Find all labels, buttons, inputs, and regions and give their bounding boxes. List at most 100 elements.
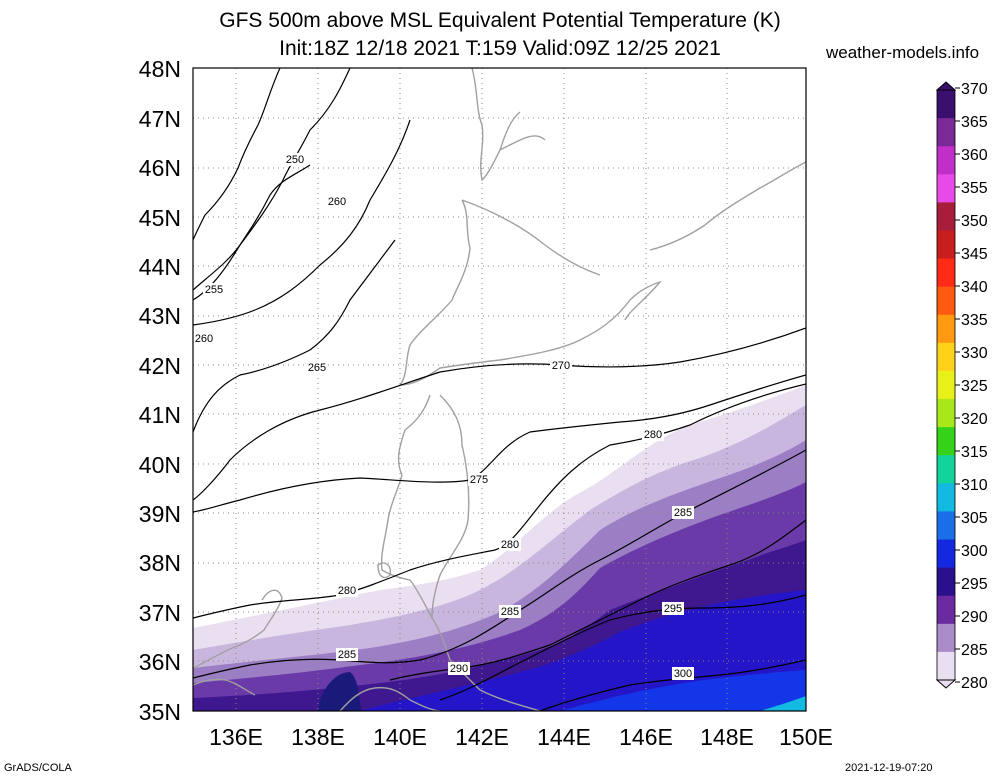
- colorbar-swatch: [937, 511, 955, 541]
- colorbar-label: 330: [961, 345, 988, 362]
- footer-timestamp: 2021-12-19-07:20: [845, 762, 933, 774]
- colorbar-swatch: [937, 174, 955, 203]
- lat-label: 36N: [139, 649, 181, 675]
- colorbar-swatch: [937, 483, 955, 512]
- plot-frame: [192, 67, 807, 712]
- colorbar-swatch: [937, 202, 955, 231]
- contour-label: 260: [328, 196, 346, 208]
- colorbar-swatch: [937, 258, 955, 288]
- colorbar-swatch: [937, 567, 955, 597]
- lon-label: 146E: [619, 724, 673, 750]
- contour-label-295: 295: [662, 602, 684, 615]
- lon-label: 148E: [700, 724, 754, 750]
- colorbar-label: 340: [961, 279, 988, 296]
- footer-credit: GrADS/COLA: [4, 762, 72, 774]
- colorbar-label: 320: [961, 411, 988, 428]
- lat-label: 46N: [139, 155, 181, 181]
- colorbar-label: 365: [961, 114, 988, 131]
- contour-label-300: 300: [672, 667, 694, 680]
- colorbar-swatch: [937, 595, 955, 625]
- contour-label: 285: [674, 507, 692, 519]
- colorbar-label: 350: [961, 213, 988, 230]
- contour-265: [193, 239, 396, 433]
- colorbar-label: 345: [961, 246, 988, 263]
- kuril-coast: [649, 161, 806, 251]
- colorbar-label: 290: [961, 609, 988, 626]
- colorbar-swatch: [937, 146, 955, 175]
- lon-axis: 136E 138E 140E 142E 144E 146E 148E 150E: [209, 724, 833, 750]
- contour-label: 260: [195, 333, 213, 345]
- contour-label: 280: [644, 429, 662, 441]
- contour-label: 265: [308, 362, 326, 374]
- lat-label: 39N: [139, 501, 181, 527]
- lon-label: 136E: [209, 724, 263, 750]
- band-295: [360, 590, 806, 711]
- colorbar-label: 300: [961, 543, 988, 560]
- contour-label-280-c: 280: [336, 584, 358, 597]
- band-dark-blob: [318, 672, 362, 711]
- colorbar-swatch: [937, 314, 955, 344]
- lat-label: 41N: [139, 402, 181, 428]
- contour-label-290: 290: [448, 662, 470, 675]
- contour-label-270: 270: [550, 359, 572, 372]
- contour-label-280-b: 280: [499, 538, 521, 551]
- colorbar-swatch: [937, 455, 955, 484]
- colorbar-swatch: [937, 342, 955, 372]
- colorbar-label: 335: [961, 312, 988, 329]
- lon-label: 138E: [291, 724, 345, 750]
- sado-island: [377, 562, 392, 579]
- contour-label: 250: [286, 154, 304, 166]
- lon-label: 150E: [779, 724, 833, 750]
- lat-label: 47N: [139, 106, 181, 132]
- contour-295: [439, 594, 806, 701]
- lat-label: 42N: [139, 353, 181, 379]
- colorbar-bottom-arrow: [935, 679, 957, 689]
- colorbar: 370 365 360 355 350 345 340 335 330 325 320 315 310 3…: [935, 81, 988, 692]
- contour-label-250: 250: [284, 153, 306, 166]
- lat-label: 38N: [139, 550, 181, 576]
- lat-label: 45N: [139, 205, 181, 231]
- lat-label: 37N: [139, 600, 181, 626]
- grid: [193, 68, 806, 711]
- contour-label: 255: [205, 284, 223, 296]
- contour-label: 295: [664, 603, 682, 615]
- lon-label: 144E: [537, 724, 591, 750]
- lat-label: 35N: [139, 699, 181, 725]
- band-305: [760, 696, 806, 711]
- contour-250-a: [193, 68, 281, 241]
- colorbar-label: 280: [961, 675, 988, 692]
- lat-axis: 48N 47N 46N 45N 44N 43N 42N 41N 40N 39N …: [139, 56, 181, 725]
- chart-title: GFS 500m above MSL Equivalent Potential …: [219, 9, 781, 32]
- contour-label-275: 275: [468, 473, 490, 486]
- contour-275: [193, 374, 806, 513]
- contour-label-260-a: 260: [326, 195, 348, 208]
- colorbar-label: 355: [961, 180, 988, 197]
- lat-label: 40N: [139, 452, 181, 478]
- contour-label-285-a: 285: [672, 506, 694, 519]
- colorbar-swatch: [937, 90, 955, 119]
- lat-label: 48N: [139, 56, 181, 82]
- lon-label: 142E: [455, 724, 509, 750]
- contour-label-265: 265: [306, 361, 328, 374]
- contour-label: 270: [552, 360, 570, 372]
- contour-label-255: 255: [203, 283, 225, 296]
- kanto-coast: [193, 678, 441, 711]
- colorbar-label: 310: [961, 477, 988, 494]
- contour-label: 280: [501, 539, 519, 551]
- lon-label: 140E: [373, 724, 427, 750]
- colorbar-label: 325: [961, 378, 988, 395]
- contour-label-280-a: 280: [642, 428, 664, 441]
- colorbar-swatch: [937, 399, 955, 428]
- noto-coast: [193, 589, 283, 669]
- colorbar-swatch: [937, 370, 955, 400]
- contour-label-285-b: 285: [499, 605, 521, 618]
- colorbar-swatch: [937, 427, 955, 456]
- colorbar-label: 315: [961, 444, 988, 461]
- colorbar-label: 285: [961, 642, 988, 659]
- colorbar-swatch: [937, 539, 955, 569]
- site-credit: weather-models.info: [826, 43, 980, 62]
- colorbar-label: 370: [961, 81, 988, 98]
- colorbar-swatch: [937, 230, 955, 260]
- lat-label: 43N: [139, 303, 181, 329]
